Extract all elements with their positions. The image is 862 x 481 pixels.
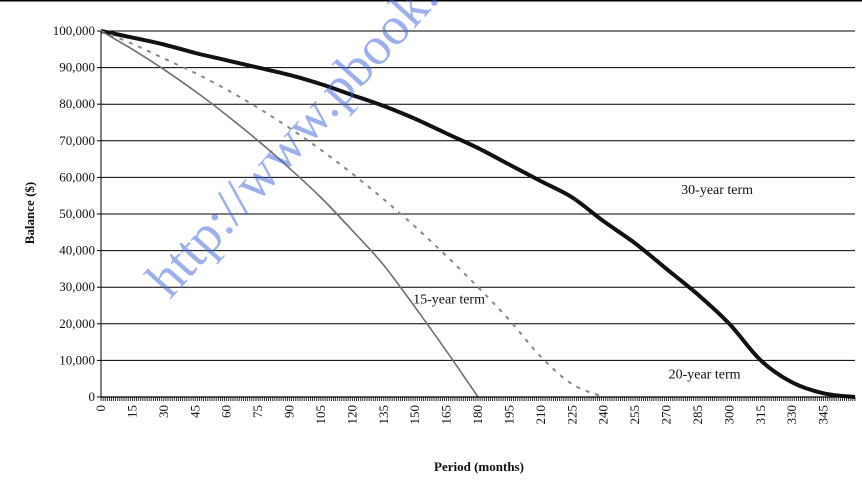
y-tick-label: 100,000 bbox=[53, 23, 95, 38]
x-tick-label: 330 bbox=[784, 405, 799, 425]
y-tick-labels: 0 10,000 20,000 30,000 40,000 50,000 60,000 70,… bbox=[53, 23, 95, 404]
x-tick-label: 135 bbox=[376, 405, 391, 425]
y-tick-label: 60,000 bbox=[59, 169, 95, 184]
x-tick-label: 240 bbox=[596, 405, 611, 425]
x-tick-label: 270 bbox=[659, 405, 674, 425]
x-tick-label: 210 bbox=[533, 405, 548, 425]
y-tick-label: 10,000 bbox=[59, 352, 95, 367]
y-tick-label: 20,000 bbox=[59, 316, 95, 331]
y-tick-label: 70,000 bbox=[59, 133, 95, 148]
x-tick-label: 255 bbox=[627, 405, 642, 425]
x-tick-label: 150 bbox=[407, 405, 422, 425]
x-tick-label: 15 bbox=[124, 405, 139, 418]
x-tick-label: 60 bbox=[219, 405, 234, 418]
y-tick-label: 30,000 bbox=[59, 279, 95, 294]
axes bbox=[97, 30, 856, 401]
watermark: http://www.pbook.com bbox=[134, 0, 511, 308]
series-line-30-year-term bbox=[100, 29, 856, 399]
x-tick-label: 195 bbox=[501, 405, 516, 425]
x-tick-label: 300 bbox=[721, 405, 736, 425]
x-tick-label: 90 bbox=[282, 405, 297, 418]
x-tick-label: 30 bbox=[156, 405, 171, 418]
annotation-label: 30-year term bbox=[681, 183, 753, 198]
x-tick-label: 165 bbox=[439, 405, 454, 425]
y-axis-title: Balance ($) bbox=[22, 182, 37, 244]
gridlines bbox=[101, 30, 855, 398]
annotation-label: 20-year term bbox=[669, 368, 741, 383]
series-layer bbox=[100, 29, 856, 399]
y-tick-label: 80,000 bbox=[59, 96, 95, 111]
x-tick-label: 315 bbox=[753, 405, 768, 425]
x-tick-label: 45 bbox=[187, 405, 202, 418]
y-tick-label: 90,000 bbox=[59, 60, 95, 75]
x-tick-label: 105 bbox=[313, 405, 328, 425]
y-tick-label: 0 bbox=[89, 389, 96, 404]
x-tick-label: 180 bbox=[470, 405, 485, 425]
x-tick-label: 120 bbox=[344, 405, 359, 425]
x-axis-title: Period (months) bbox=[434, 459, 524, 474]
series-line-15-year-term bbox=[100, 30, 479, 398]
x-tick-labels: 0 15 30 45 60 75 90 105 120 135 150 165 180 195 210 225… bbox=[93, 405, 831, 425]
x-tick-label: 75 bbox=[250, 405, 265, 418]
y-tick-label: 50,000 bbox=[59, 206, 95, 221]
x-tick-label: 345 bbox=[816, 405, 831, 425]
series-line-20-year-term bbox=[100, 30, 605, 398]
x-tick-label: 0 bbox=[93, 405, 108, 412]
annotations: 30-year term 20-year term 15-year term bbox=[413, 183, 753, 383]
y-tick-label: 40,000 bbox=[59, 243, 95, 258]
x-tick-label: 225 bbox=[564, 405, 579, 425]
x-tick-label: 285 bbox=[690, 405, 705, 425]
annotation-label: 15-year term bbox=[413, 293, 485, 308]
